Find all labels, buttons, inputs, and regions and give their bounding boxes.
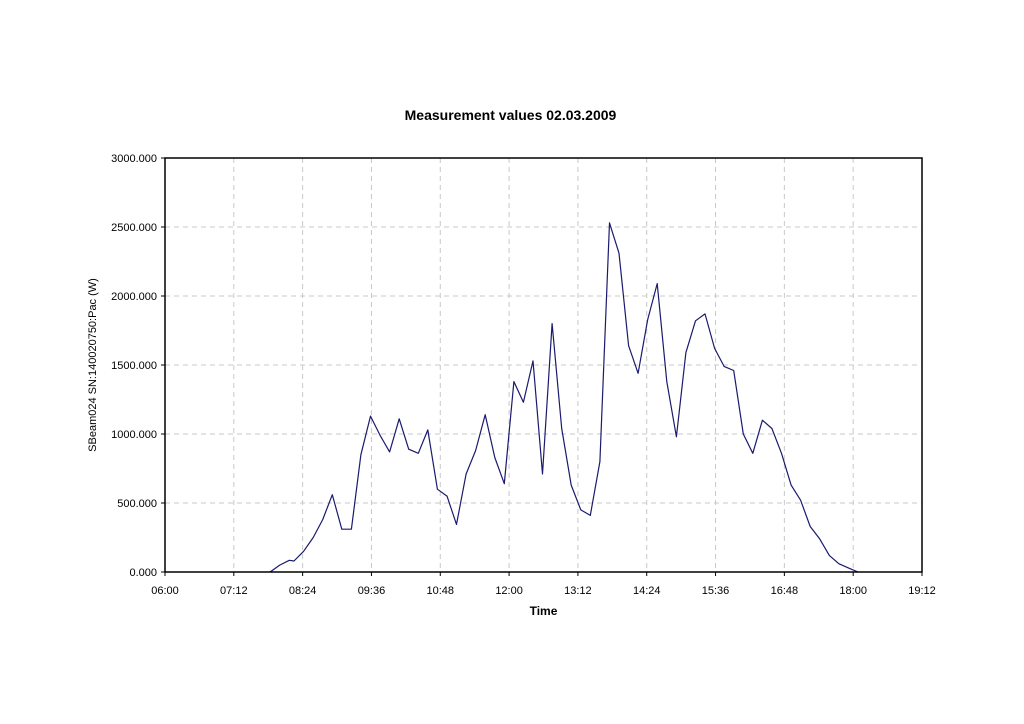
y-tick-label: 1500.000 [111, 360, 157, 372]
tick-labels: 06:00 07:12 08:24 09:36 10:48 12:00 13:12 14:24… [111, 153, 936, 597]
x-tick-label: 13:12 [564, 585, 592, 597]
y-axis-label: SBeam024 SN:140020750:Pac (W) [87, 278, 99, 452]
x-tick-label: 07:12 [220, 585, 248, 597]
x-tick-label: 16:48 [771, 585, 799, 597]
x-tick-label: 10:48 [427, 585, 455, 597]
y-tick-label: 0.000 [129, 567, 157, 579]
y-tick-label: 1000.000 [111, 429, 157, 441]
x-tick-label: 08:24 [289, 585, 317, 597]
y-tick-label: 3000.000 [111, 153, 157, 165]
series-line [269, 222, 859, 573]
x-tick-label: 09:36 [358, 585, 386, 597]
x-axis-label: Time [530, 604, 558, 618]
y-tick-label: 2000.000 [111, 291, 157, 303]
y-tick-label: 500.000 [117, 498, 157, 510]
x-tick-label: 18:00 [839, 585, 867, 597]
x-tick-label: 19:12 [908, 585, 936, 597]
x-tick-label: 12:00 [495, 585, 523, 597]
gridlines [165, 158, 922, 572]
y-tick-label: 2500.000 [111, 222, 157, 234]
chart-title: Measurement values 02.03.2009 [405, 107, 617, 123]
series-layer [269, 222, 859, 573]
x-tick-label: 06:00 [151, 585, 179, 597]
x-tick-label: 15:36 [702, 585, 730, 597]
x-tick-label: 14:24 [633, 585, 661, 597]
